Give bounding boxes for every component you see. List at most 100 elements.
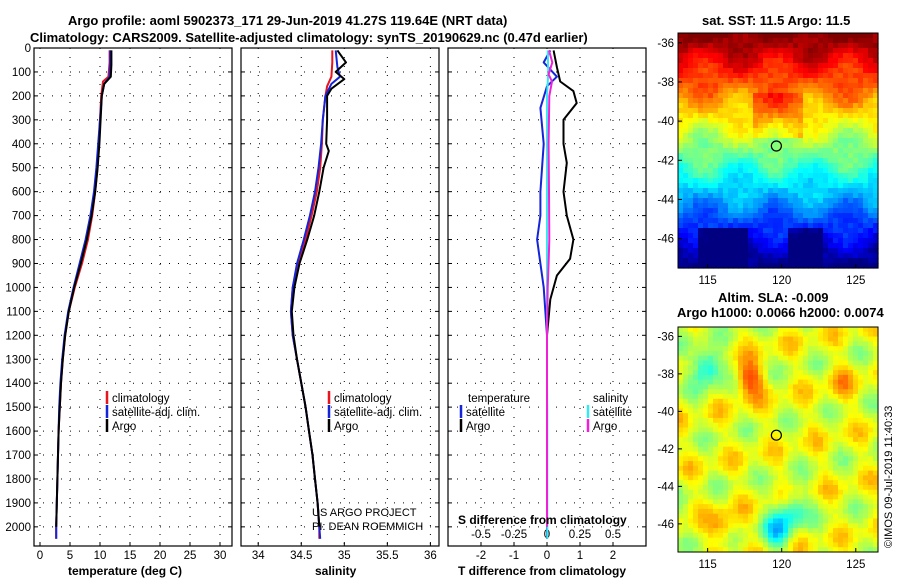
map-cell xyxy=(863,128,869,134)
map-cell xyxy=(813,327,819,333)
map-cell xyxy=(678,532,684,539)
map-cell xyxy=(863,456,869,462)
map-cell xyxy=(828,233,834,239)
map-cell xyxy=(848,253,854,259)
map-cell xyxy=(828,208,834,214)
map-cell xyxy=(763,88,769,94)
map-cell xyxy=(778,470,784,477)
map-cell xyxy=(818,73,824,79)
map-cell xyxy=(783,461,789,467)
map-cell xyxy=(738,346,744,352)
map-cell xyxy=(848,73,854,79)
map-cell xyxy=(813,528,819,534)
map-cell xyxy=(723,168,729,174)
map-cell xyxy=(738,470,744,477)
map-cell xyxy=(733,518,739,524)
map-cell xyxy=(853,384,859,390)
map-cell xyxy=(698,451,704,457)
map-cell xyxy=(848,68,854,74)
map-cell xyxy=(848,138,854,144)
map-cell xyxy=(718,88,724,94)
map-cell xyxy=(858,43,864,49)
map-cell xyxy=(753,513,759,520)
map-cell xyxy=(718,208,724,214)
map-cell xyxy=(758,223,764,229)
map-cell xyxy=(703,489,709,496)
map-cell xyxy=(703,108,709,114)
map-cell xyxy=(783,108,789,114)
map-cell xyxy=(718,123,724,129)
map-cell xyxy=(798,494,804,500)
map-cell xyxy=(843,38,849,44)
map-cell xyxy=(728,461,734,467)
map-cell xyxy=(693,213,699,219)
map-cell xyxy=(848,153,854,159)
map-cell xyxy=(708,188,714,194)
map-cell xyxy=(793,38,799,44)
map-cell xyxy=(793,327,799,333)
map-cell xyxy=(688,355,694,362)
map-cell xyxy=(723,480,729,486)
map-cell xyxy=(838,258,844,264)
map-cell xyxy=(683,223,689,229)
map-cell xyxy=(718,103,724,109)
map-cell xyxy=(703,243,709,249)
map-cell xyxy=(868,417,874,424)
map-cell xyxy=(758,532,764,539)
map-cell xyxy=(728,163,734,169)
map-cell xyxy=(788,398,794,405)
map-cell xyxy=(773,73,779,79)
map-cell xyxy=(838,398,844,405)
map-cell xyxy=(718,394,724,400)
map-cell xyxy=(698,73,704,79)
map-cell xyxy=(818,422,824,429)
map-cell xyxy=(778,451,784,457)
map-cell xyxy=(853,513,859,520)
map-cell xyxy=(688,58,694,64)
map-cell xyxy=(778,513,784,520)
map-cell xyxy=(708,248,714,254)
map-cell xyxy=(863,83,869,89)
map-cell xyxy=(868,327,874,333)
map-cell xyxy=(818,213,824,219)
map-cell xyxy=(723,33,729,39)
map-cell xyxy=(708,93,714,99)
map-cell xyxy=(803,346,809,352)
map-cell xyxy=(753,389,759,395)
map-cell xyxy=(778,183,784,189)
map-cell xyxy=(758,118,764,124)
map-cell xyxy=(848,504,854,510)
map-cell xyxy=(863,153,869,159)
map-cell xyxy=(798,394,804,400)
map-cell xyxy=(758,228,764,234)
map-cell xyxy=(718,248,724,254)
map-cell xyxy=(853,394,859,400)
salinity-axis-label: salinity xyxy=(315,564,357,578)
map-cell xyxy=(758,408,764,414)
series-line-climatology xyxy=(55,50,111,539)
map-cell xyxy=(813,480,819,486)
map-cell xyxy=(813,336,819,342)
map-cell xyxy=(808,451,814,457)
map-cell xyxy=(853,422,859,429)
map-cell xyxy=(808,138,814,144)
map-cell xyxy=(693,258,699,264)
map-cell xyxy=(858,542,864,548)
map-cell xyxy=(818,384,824,390)
legend-label-s-argo: Argo xyxy=(593,421,617,433)
map-cell xyxy=(848,389,854,395)
map-cell xyxy=(748,389,754,395)
map-cell xyxy=(758,461,764,467)
map-cell xyxy=(728,336,734,342)
map-cell xyxy=(833,489,839,496)
map-cell xyxy=(788,183,794,189)
map-cell xyxy=(808,370,814,376)
map-cell xyxy=(873,158,879,164)
map-cell xyxy=(748,93,754,99)
map-cell xyxy=(713,123,719,129)
map-cell xyxy=(753,188,759,194)
map-cell xyxy=(793,484,799,491)
map-cell xyxy=(773,484,779,491)
map-cell xyxy=(723,63,729,69)
map-cell xyxy=(863,208,869,214)
